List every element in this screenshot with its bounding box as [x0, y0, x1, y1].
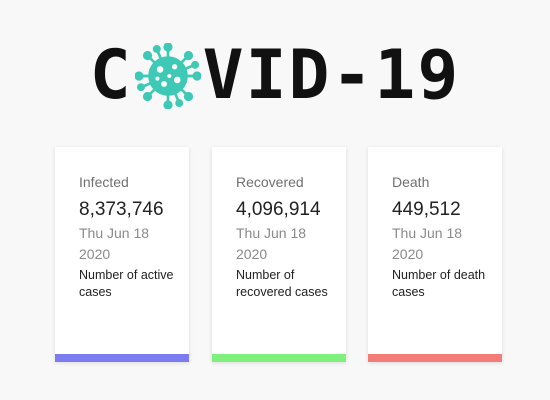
title-letter-c: C: [89, 36, 133, 115]
page-title: C: [0, 36, 550, 116]
card-color-bar: [55, 354, 189, 362]
coronavirus-icon: [134, 43, 201, 109]
card-death: Death 449,512 Thu Jun 18 2020 Number of …: [368, 147, 502, 362]
card-color-bar: [368, 354, 502, 362]
card-value: 449,512: [392, 199, 461, 220]
card-color-bar: [212, 354, 346, 362]
card-value: 4,096,914: [236, 199, 321, 220]
card-description: Number of death cases: [392, 268, 486, 299]
card-label: Infected: [79, 174, 129, 190]
card-label: Recovered: [236, 174, 304, 190]
card-date: Thu Jun 18 2020: [236, 225, 307, 262]
title-text: C: [90, 42, 461, 110]
title-rest: VID-19: [202, 36, 461, 115]
card-infected: Infected 8,373,746 Thu Jun 18 2020 Numbe…: [55, 147, 189, 362]
card-date: Thu Jun 18 2020: [392, 225, 463, 262]
card-recovered: Recovered 4,096,914 Thu Jun 18 2020 Numb…: [212, 147, 346, 362]
card-label: Death: [392, 174, 430, 190]
card-value: 8,373,746: [79, 199, 164, 220]
card-description: Number of recovered cases: [236, 268, 328, 299]
card-description: Number of active cases: [79, 268, 174, 299]
card-date: Thu Jun 18 2020: [79, 225, 150, 262]
